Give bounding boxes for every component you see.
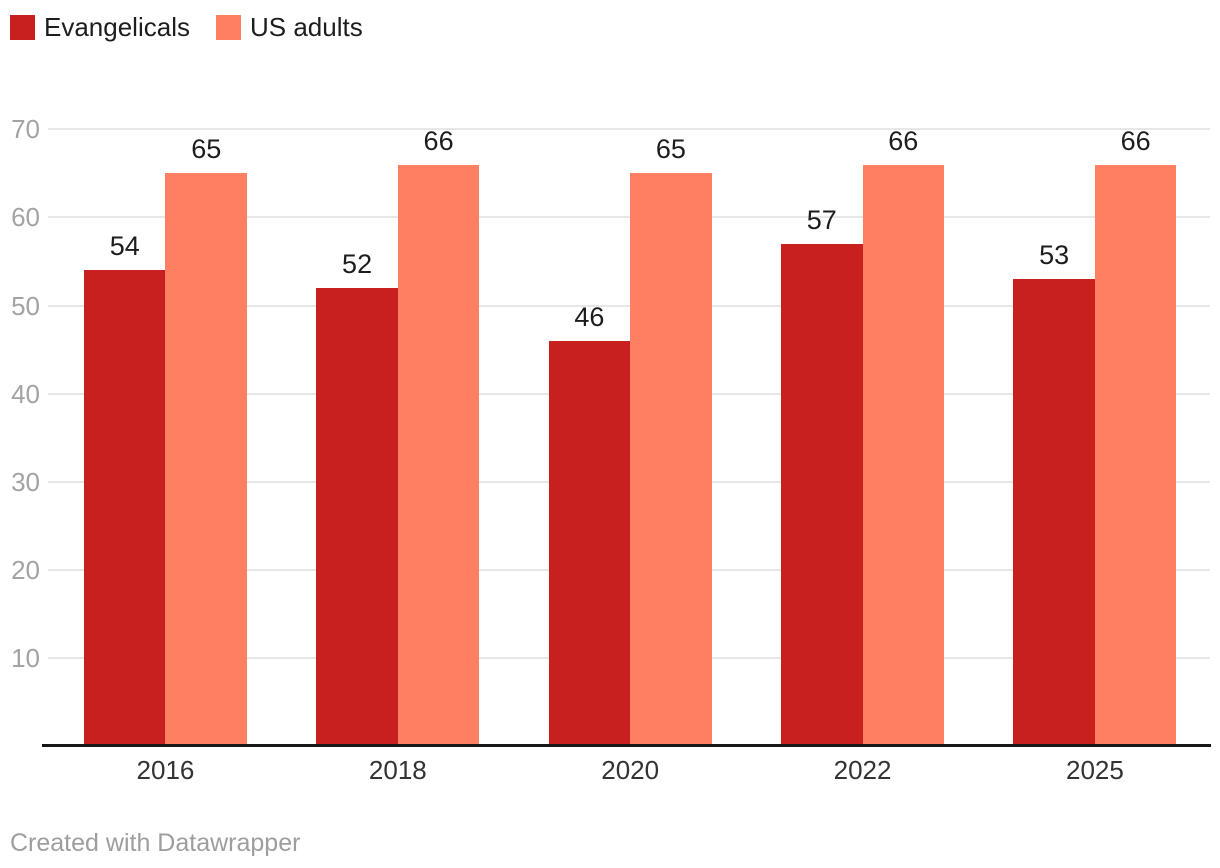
- bar-us-adults: [165, 173, 247, 746]
- x-axis-category-label: 2022: [833, 755, 892, 785]
- value-label: 65: [655, 134, 686, 165]
- y-axis-tick-label: 70: [11, 114, 40, 145]
- legend-label: Evangelicals: [44, 12, 190, 42]
- bar-evangelicals: [548, 340, 631, 746]
- gridline: [48, 304, 1210, 307]
- bar-us-adults: [397, 164, 480, 746]
- legend: Evangelicals US adults: [10, 14, 363, 40]
- x-axis-line: [42, 744, 1211, 747]
- bar-evangelicals: [781, 243, 863, 746]
- bar-us-adults: [862, 164, 945, 746]
- y-axis-tick-label: 60: [11, 202, 40, 233]
- x-axis-category-label: 2016: [136, 755, 195, 785]
- legend-item: Evangelicals: [10, 14, 190, 40]
- gridline: [48, 128, 1210, 131]
- y-axis-tick-label: 30: [11, 466, 40, 497]
- value-label: 52: [342, 248, 373, 279]
- x-axis-category-label: 2020: [601, 755, 660, 785]
- bar-evangelicals: [1013, 279, 1095, 746]
- value-label: 46: [574, 301, 605, 332]
- x-axis-category-label: 2025: [1065, 755, 1124, 785]
- bar-us-adults: [630, 173, 712, 746]
- value-label: 54: [109, 231, 140, 262]
- legend-swatch: [10, 14, 35, 40]
- value-label: 57: [806, 204, 837, 235]
- y-axis-tick-label: 50: [11, 290, 40, 321]
- bar-us-adults: [1094, 164, 1177, 746]
- y-axis-tick-label: 10: [11, 642, 40, 673]
- value-label: 66: [1120, 125, 1151, 156]
- y-axis-tick-label: 40: [11, 378, 40, 409]
- gridline: [48, 216, 1210, 219]
- legend-item: US adults: [215, 12, 363, 42]
- bar-evangelicals: [316, 287, 398, 746]
- value-label: 65: [191, 134, 222, 165]
- datawrapper-credit: Created with Datawrapper: [10, 829, 301, 857]
- bar-evangelicals: [83, 270, 166, 746]
- value-label: 66: [888, 125, 919, 156]
- x-axis-category-label: 2018: [368, 755, 427, 785]
- legend-label: US adults: [249, 12, 363, 42]
- value-label: 66: [423, 125, 454, 156]
- y-axis-tick-label: 20: [11, 554, 40, 585]
- legend-swatch: [215, 14, 241, 40]
- value-label: 53: [1039, 240, 1070, 271]
